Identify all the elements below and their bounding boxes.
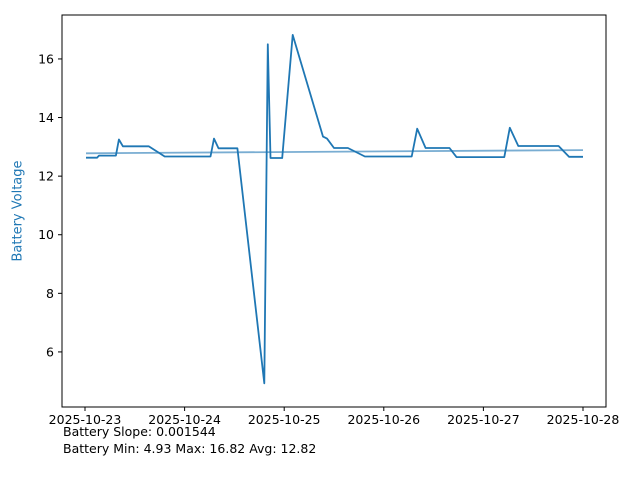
- y-axis-label: Battery Voltage: [10, 160, 26, 262]
- battery-slope-annotation: Battery Slope: 0.001544: [63, 424, 216, 439]
- plot-border: [61, 14, 607, 408]
- y-tick-label: 10: [38, 227, 54, 242]
- x-tick-label: 2025-10-28: [547, 412, 620, 427]
- y-tick-label: 14: [38, 110, 54, 125]
- y-tick-label: 16: [38, 51, 54, 66]
- x-tick-label: 2025-10-26: [347, 412, 420, 427]
- battery-voltage-line: [86, 34, 583, 385]
- x-tick-label: 2025-10-23: [49, 412, 122, 427]
- x-tick-label: 2025-10-27: [447, 412, 520, 427]
- x-tick-label: 2025-10-24: [148, 412, 221, 427]
- battery-stats-annotation: Battery Min: 4.93 Max: 16.82 Avg: 12.82: [63, 441, 317, 456]
- trend-line: [85, 149, 584, 155]
- y-tick-label: 8: [46, 286, 54, 301]
- y-tick-label: 12: [38, 169, 54, 184]
- x-tick-label: 2025-10-25: [248, 412, 321, 427]
- y-tick-label: 6: [46, 344, 54, 359]
